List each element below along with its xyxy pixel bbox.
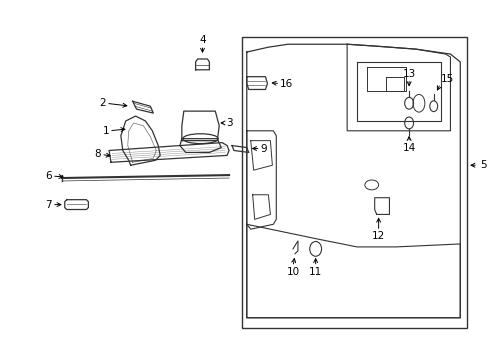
Text: 10: 10 xyxy=(286,267,299,276)
Text: 9: 9 xyxy=(260,144,266,153)
Text: 16: 16 xyxy=(280,78,293,89)
Text: 12: 12 xyxy=(371,231,385,241)
Text: 15: 15 xyxy=(440,73,453,84)
Text: 8: 8 xyxy=(94,149,101,159)
Text: 7: 7 xyxy=(45,199,52,210)
Text: 2: 2 xyxy=(99,98,106,108)
Text: 3: 3 xyxy=(225,118,232,128)
Text: 1: 1 xyxy=(102,126,109,136)
Text: 11: 11 xyxy=(308,267,322,276)
Bar xyxy=(242,37,466,328)
Text: 6: 6 xyxy=(45,171,52,181)
Text: 4: 4 xyxy=(199,35,205,45)
Text: 5: 5 xyxy=(479,160,486,170)
Text: 13: 13 xyxy=(402,69,415,78)
Text: 14: 14 xyxy=(402,143,415,153)
